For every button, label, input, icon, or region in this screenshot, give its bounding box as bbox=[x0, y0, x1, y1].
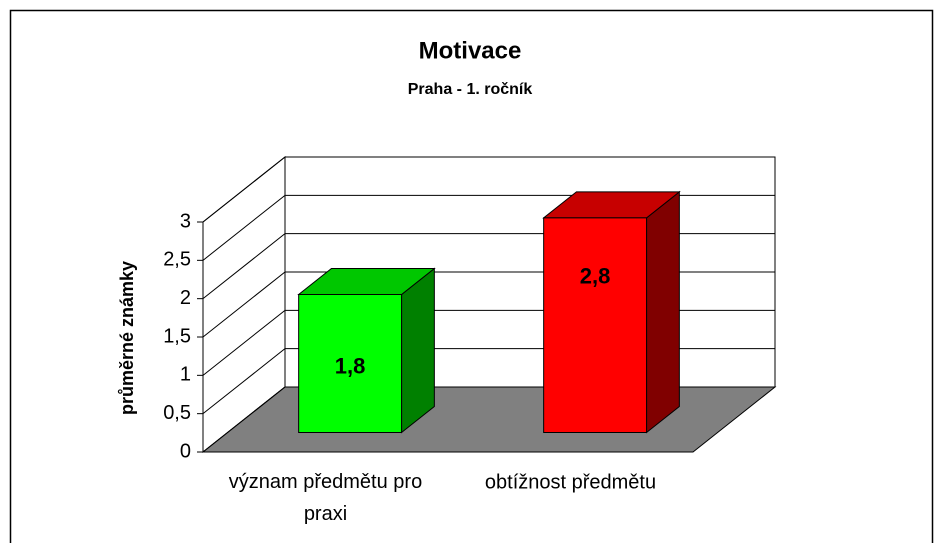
floor bbox=[201, 386, 777, 453]
grid-line bbox=[202, 156, 775, 223]
chart-title: Motivace bbox=[419, 37, 522, 64]
bar-front bbox=[298, 294, 403, 433]
x-tick-label: význam předmětu pro praxi bbox=[229, 471, 422, 525]
y-tick-label: 0 bbox=[180, 440, 191, 462]
x-tick-label: obtížnost předmětu bbox=[485, 471, 656, 493]
bar bbox=[542, 190, 681, 434]
bar-front bbox=[543, 217, 648, 433]
y-axis-label: průměrné známky bbox=[117, 261, 137, 415]
y-tick-label: 0,5 bbox=[163, 402, 191, 424]
value-label: 2,8 bbox=[580, 264, 611, 289]
y-tick-label: 1,5 bbox=[163, 325, 191, 347]
bar-side bbox=[646, 190, 680, 434]
chart-subtitle: Praha - 1. ročník bbox=[408, 81, 533, 98]
y-tick-label: 1 bbox=[180, 364, 191, 386]
y-tick-label: 2 bbox=[180, 287, 191, 309]
y-tick-label: 3 bbox=[180, 210, 191, 232]
y-tick-label: 2,5 bbox=[163, 249, 191, 271]
bar-side bbox=[401, 267, 435, 434]
bar bbox=[297, 267, 436, 434]
value-label: 1,8 bbox=[335, 353, 366, 378]
